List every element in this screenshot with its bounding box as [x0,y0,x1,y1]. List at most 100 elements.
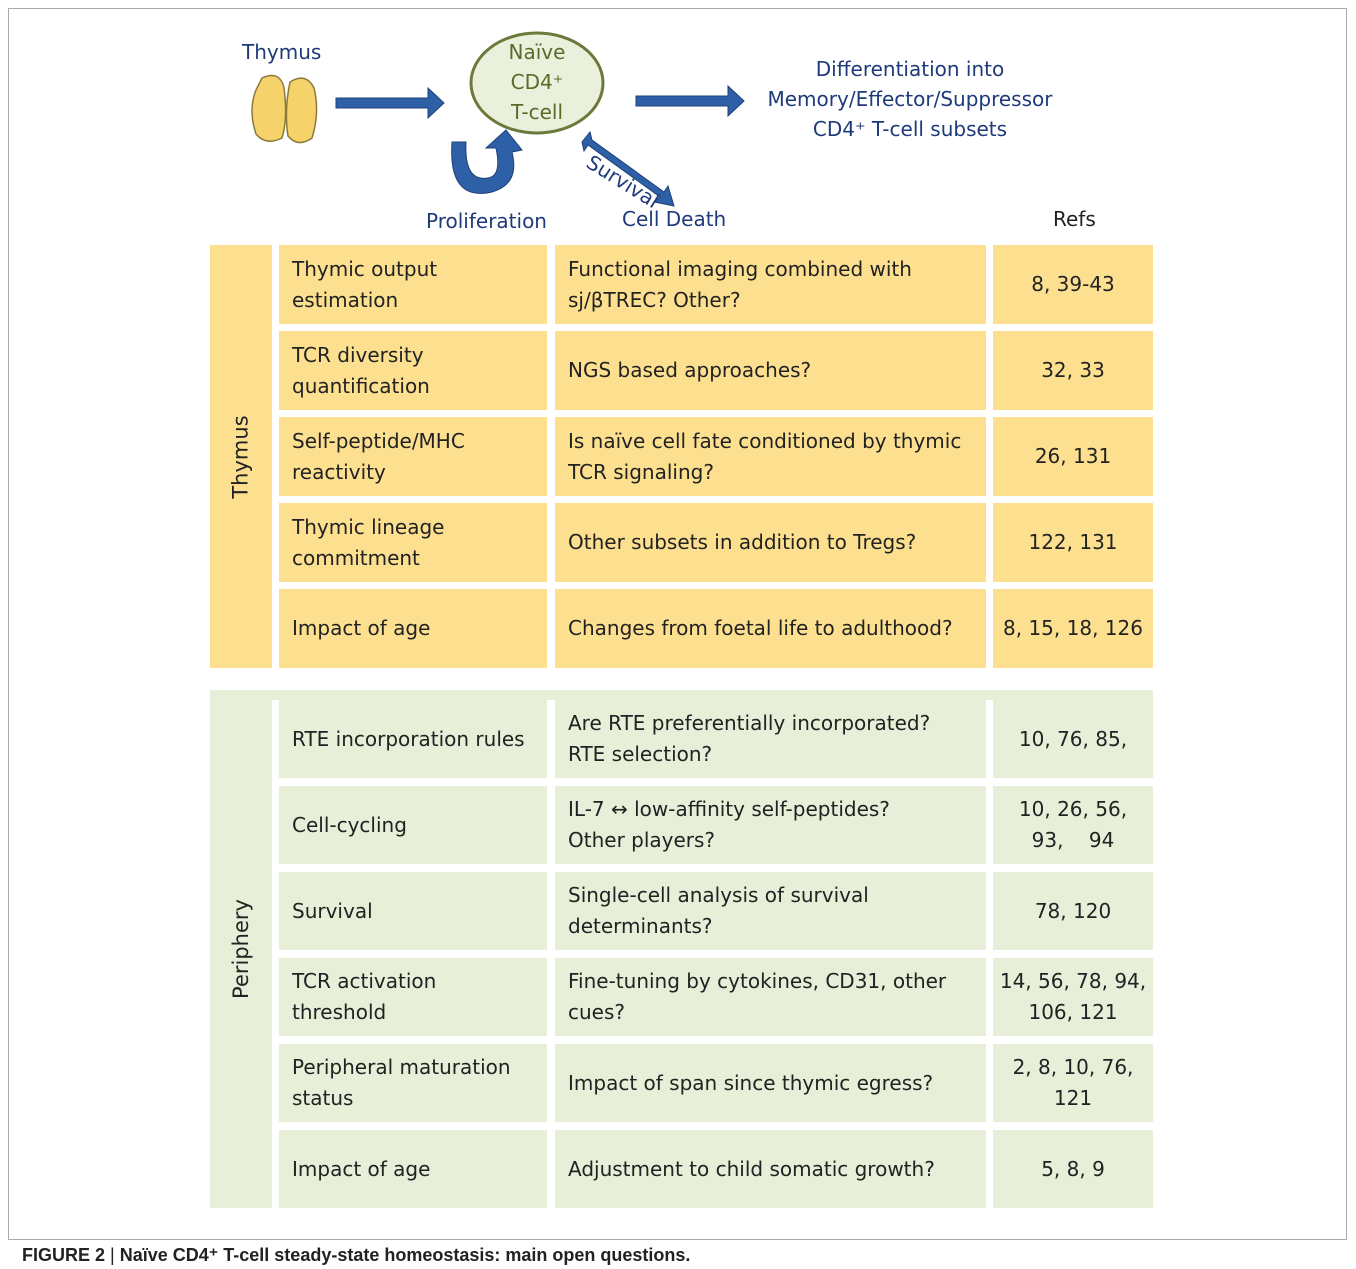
section-label: Periphery [229,899,253,999]
diagram [251,31,745,207]
label-cell: Self-peptide/MHC reactivity [279,417,547,496]
differentiation-line: Differentiation into [815,57,1005,81]
question-cell: NGS based approaches? [555,331,986,410]
question-cell: Fine-tuning by cytokines, CD31, other cue… [555,958,986,1036]
question-line: NGS based approaches? [568,358,812,382]
label-cell: RTE incorporation rules [279,700,547,778]
differentiation-line: Memory/Effector/Suppressor [767,87,1053,111]
refs-line: 8, 15, 18, 126 [1003,616,1143,640]
question-cell: Single-cell analysis of survival determin… [555,872,986,950]
cell-line: CD4⁺ [510,70,564,94]
refs-header: Refs [1053,207,1096,231]
question-line: Functional imaging combined with [568,256,912,281]
refs-line: 93, 94 [1031,828,1115,852]
refs-line: 122, 131 [1028,530,1118,554]
question-cell: Other subsets in addition to Tregs? [555,503,986,582]
question-line: determinants? [568,914,713,938]
proliferation-label: Proliferation [426,209,547,233]
question-line: RTE selection? [568,742,713,766]
label-cell: Thymic output estimation [279,245,547,324]
refs-line: 32, 33 [1041,358,1105,382]
label-line: TCR diversity [292,342,424,367]
question-cell: Is naïve cell fate conditioned by thymic… [555,417,986,496]
caption-label: FIGURE 2 [22,1245,106,1265]
section-band [272,690,1153,700]
question-line: Impact of span since thymic egress? [568,1070,934,1095]
question-cell: IL-7 ↔ low-affinity self-peptides? Other … [555,786,986,864]
refs-cell: 32, 33 [993,331,1153,410]
question-line: Changes from foetal life to adulthood? [568,616,953,640]
section-label-column: Thymus [210,245,272,668]
label-cell: TCR activation threshold [279,958,547,1036]
refs-line: 106, 121 [1028,1000,1118,1024]
label-line: Thymic lineage [292,514,445,539]
label-line: Peripheral maturation [292,1055,511,1079]
question-line: Single-cell analysis of survival [568,883,869,907]
label-line: TCR activation [292,969,437,993]
cell-line: T-cell [510,100,563,124]
section-label-column: Periphery [210,690,272,1208]
refs-line: 5, 8, 9 [1041,1156,1105,1181]
refs-cell: 10, 26, 56, 93, 94 [993,786,1153,864]
refs-cell: 26, 131 [993,417,1153,496]
question-line: Is naïve cell fate conditioned by thymic [568,428,962,453]
question-line: cues? [568,1000,626,1024]
question-line: Are RTE preferentially incorporated? [568,711,931,735]
refs-line: 26, 131 [1034,444,1112,468]
refs-cell: 122, 131 [993,503,1153,582]
refs-line: 121 [1053,1086,1093,1110]
label-line: Survival [292,898,373,923]
label-cell: Impact of age [279,589,547,668]
cell-death-label: Cell Death [622,207,727,231]
refs-line: 14, 56, 78, 94, [999,969,1147,993]
section-label: Thymus [229,414,253,499]
label-cell: Peripheral maturation status [279,1044,547,1122]
question-line: Fine-tuning by cytokines, CD31, other [568,969,947,993]
caption-text: Naïve CD4⁺ T-cell steady-state homeostas… [119,1245,691,1265]
question-line: Other subsets in addition to Tregs? [568,530,917,554]
label-line: reactivity [292,459,386,484]
question-line: Other players? [568,828,716,852]
label-line: Thymic output [292,256,438,281]
label-cell: Impact of age [279,1130,547,1208]
label-line: threshold [292,1000,387,1024]
question-cell: Changes from foetal life to adulthood? [555,589,986,668]
question-line: Adjustment to child somatic growth? [568,1156,935,1181]
naive-cell [469,31,605,135]
refs-cell: 10, 76, 85, [993,700,1153,778]
refs-cell: 8, 15, 18, 126 [993,589,1153,668]
refs-cell: 14, 56, 78, 94, 106, 121 [993,958,1153,1036]
refs-line: 8, 39-43 [1031,272,1115,296]
label-line: estimation [292,287,399,312]
label-cell: TCR diversity quantification [279,331,547,410]
label-line: Impact of age [292,616,431,640]
thymus-label: Thymus [242,40,322,64]
thymus-icon [251,74,318,144]
refs-line: 10, 26, 56, [1018,797,1128,821]
label-cell: Thymic lineage commitment [279,503,547,582]
arrows [335,84,745,207]
label-line: quantification [292,373,430,398]
caption: FIGURE 2 | Naïve CD4⁺ T-cell steady-stat… [22,1245,690,1266]
refs-cell: 5, 8, 9 [993,1130,1153,1208]
question-line: sj/βTREC? Other? [568,287,741,312]
question-line: TCR signaling? [568,459,714,484]
refs-cell: 78, 120 [993,872,1153,950]
label-cell: Cell-cycling [279,786,547,864]
refs-line: 2, 8, 10, 76, [1012,1055,1134,1079]
label-line: Impact of age [292,1156,431,1181]
question-line: IL-7 ↔ low-affinity self-peptides? [568,797,890,821]
question-cell: Functional imaging combined with sj/βTREC… [555,245,986,324]
question-cell: Are RTE preferentially incorporated? RTE … [555,700,986,778]
question-cell: Impact of span since thymic egress? [555,1044,986,1122]
differentiation-line: CD4⁺ T-cell subsets [812,117,1008,141]
figure-frame [8,8,1347,1240]
refs-cell: 2, 8, 10, 76, 121 [993,1044,1153,1122]
label-cell: Survival [279,872,547,950]
label-line: Self-peptide/MHC [292,428,465,453]
caption-separator: | [110,1245,115,1265]
cell-line: Naïve [508,40,566,64]
label-line: status [292,1086,354,1110]
label-line: RTE incorporation rules [292,726,525,751]
